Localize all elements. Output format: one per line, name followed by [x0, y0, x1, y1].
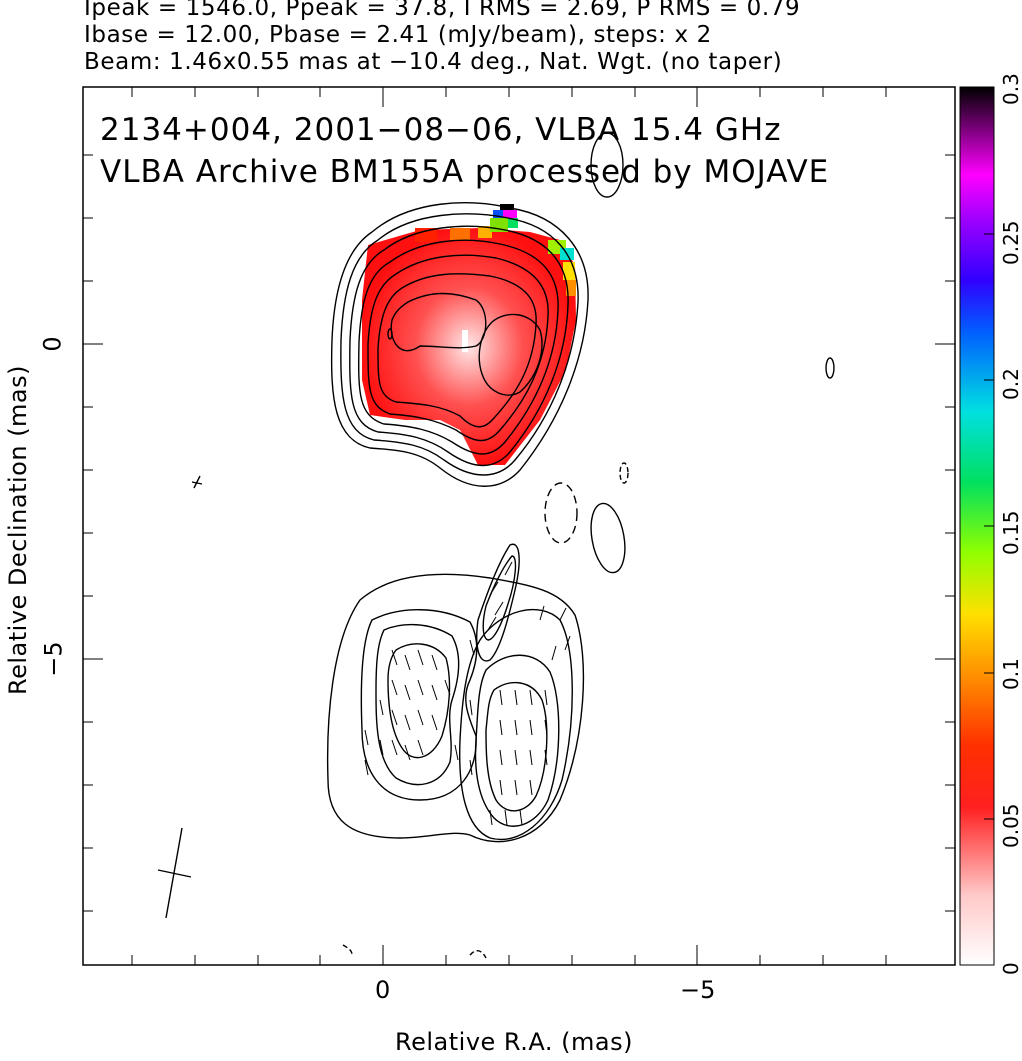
y-axis-title: Relative Declination (mas)	[4, 365, 32, 695]
x-tick-0: 0	[375, 976, 391, 1004]
noise-contours	[191, 132, 835, 959]
colorbar-tick-025: 0.25	[999, 220, 1022, 265]
y-axis-title-wrap: Relative Declination (mas)	[4, 365, 32, 695]
header-line-1: Ipeak = 1546.0, Ppeak = 37.8, I RMS = 2.…	[84, 0, 801, 21]
jet-contours	[326, 543, 585, 843]
polarization-vectors	[364, 561, 571, 826]
header-line-2: Ibase = 12.00, Pbase = 2.41 (mJy/beam), …	[84, 22, 712, 48]
plot-title-line-1: 2134+004, 2001−08−06, VLBA 15.4 GHz	[100, 112, 782, 148]
colorbar-tick-03: 0.3	[999, 73, 1022, 105]
colorbar-tick-02: 0.2	[999, 368, 1022, 400]
x-axis-title: Relative R.A. (mas)	[395, 1028, 633, 1056]
beam-ellipse-cross	[157, 827, 192, 919]
plot-frame	[82, 86, 956, 966]
axis-ticks	[83, 87, 955, 965]
colorbar-tick-0: 0	[999, 962, 1022, 975]
plot-title-line-2: VLBA Archive BM155A processed by MOJAVE	[100, 154, 830, 190]
core-contours	[330, 202, 589, 487]
colorbar-tick-015: 0.15	[999, 510, 1022, 555]
colorbar-tick-01: 0.1	[999, 658, 1022, 690]
x-tick-minus5: −5	[680, 976, 716, 1004]
y-tick-0: 0	[38, 336, 67, 352]
y-tick-minus5: −5	[39, 641, 68, 677]
colorbar-tick-005: 0.05	[999, 803, 1022, 848]
colorbar-ticks	[984, 86, 994, 966]
header-line-3: Beam: 1.46x0.55 mas at −10.4 deg., Nat. …	[84, 49, 783, 75]
